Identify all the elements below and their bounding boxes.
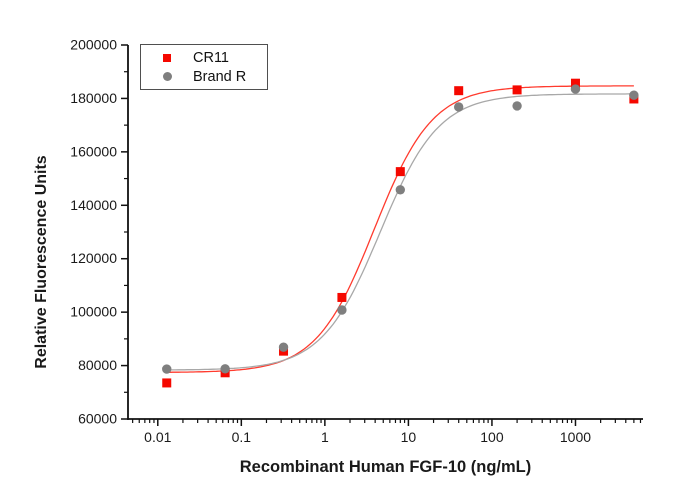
y-tick-label: 100000 [70,304,117,320]
y-tick-label: 180000 [70,90,117,106]
data-point-brand-r [278,342,289,352]
data-point-brand-r [162,364,172,374]
y-axis-title: Relative Fluorescence Units [33,155,50,369]
data-point-brand-r [629,90,639,100]
x-tick-label: 0.1 [232,429,252,445]
data-point-brand-r [395,185,406,195]
y-tick-label: 200000 [70,37,117,53]
data-point-cr11 [454,86,464,96]
fit-curve-brand-r [166,93,634,371]
data-point-cr11 [162,378,172,388]
x-tick-label: 100 [480,429,504,445]
brand-r-circle-icon [162,72,172,81]
data-point-brand-r [570,84,581,94]
y-tick-label: 120000 [70,250,117,266]
data-point-brand-r [512,101,522,111]
data-point-brand-r [337,305,347,315]
x-tick-label: 1 [321,429,329,445]
fit-curve-cr11 [166,85,634,373]
legend-item-cr11: CR11 [141,48,267,67]
legend: CR11 Brand R [140,44,268,90]
data-point-brand-r [453,102,464,112]
legend-marker-cell [141,53,193,62]
x-tick-label: 0.01 [144,429,171,445]
x-tick-label: 10 [401,429,417,445]
x-tick-label: 1000 [560,429,591,445]
cr11-square-icon [163,53,171,62]
y-tick-label: 80000 [78,357,117,373]
x-axis-title: Recombinant Human FGF-10 (ng/mL) [239,458,532,476]
y-tick-label: 160000 [70,143,117,159]
legend-label-cr11: CR11 [193,49,229,66]
data-point-cr11 [570,78,580,88]
legend-marker-cell [141,72,193,81]
data-point-cr11 [337,292,347,302]
legend-item-brand-r: Brand R [141,67,267,86]
legend-label-brand-r: Brand R [193,68,247,85]
y-tick-label: 60000 [78,411,117,427]
data-point-brand-r [220,364,230,374]
y-tick-label: 140000 [70,197,117,213]
data-point-cr11 [512,85,522,95]
data-point-cr11 [395,167,405,177]
